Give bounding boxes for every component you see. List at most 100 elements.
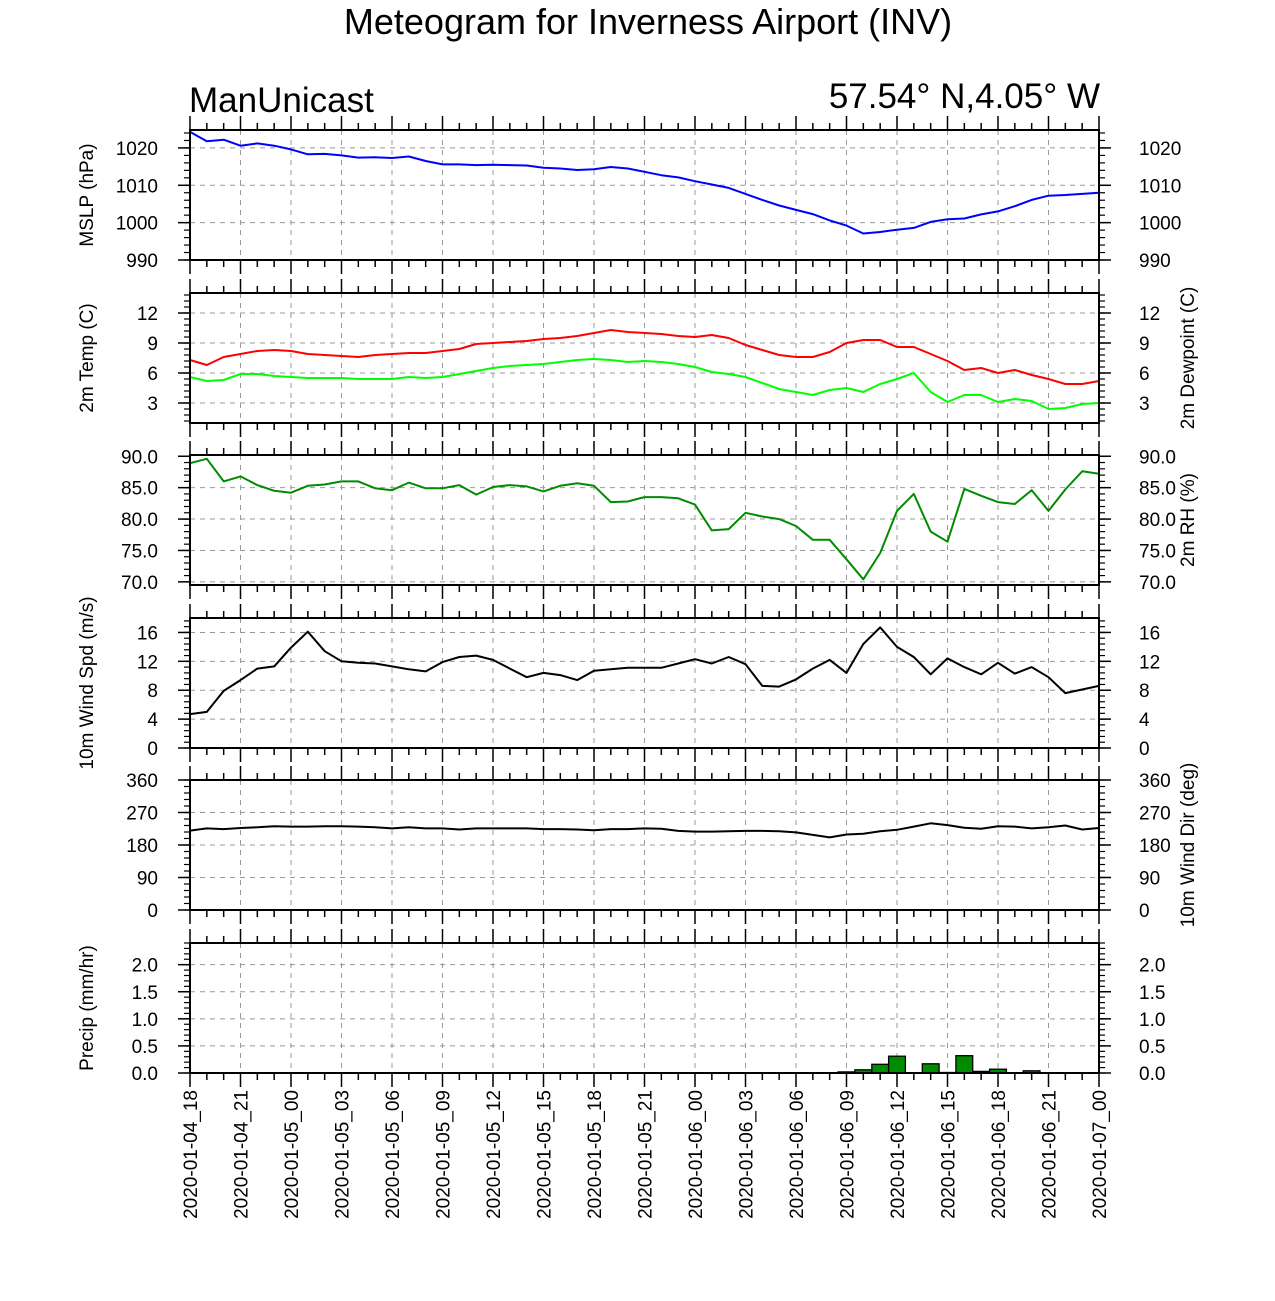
x-tick-label: 2020-01-06_00 [686, 1090, 707, 1219]
y-tick-label-left: 270 [126, 804, 158, 825]
panel-3-y-label-right: 2m RH (%) [1178, 473, 1199, 567]
time-axis-labels: 2020-01-04_18 2020-01-04_21 2020-01-05_00 2… [181, 1090, 1111, 1219]
panel-1: 990 990 1000 1000 1010 1010 1020 1020 MSLP (hPa) [77, 116, 1181, 274]
panel-2: 3 3 6 6 9 9 12 12 2m Temp (C) 2m Dewpoint (C) [77, 279, 1199, 437]
panel-6-y-label: Precip (mm/hr) [77, 945, 98, 1071]
x-tick-label: 2020-01-06_15 [939, 1090, 960, 1219]
y-tick-label-left: 1000 [116, 214, 158, 235]
y-tick-label-left: 16 [137, 623, 158, 644]
panel-5-x-ticks [189, 766, 1100, 924]
y-tick-label-left: 1020 [116, 139, 158, 160]
location-label: 57.54° N,4.05° W [829, 77, 1100, 116]
panel-2-series-1-line [189, 329, 1100, 385]
x-tick-label: 2020-01-05_18 [585, 1090, 606, 1219]
panel-2-y-label-right: 2m Dewpoint (C) [1178, 287, 1199, 430]
y-tick-label-left: 85.0 [121, 479, 158, 500]
x-tick-label: 2020-01-05_15 [535, 1090, 556, 1219]
y-tick-label-right: 270 [1139, 804, 1171, 825]
y-tick-label-right: 3 [1139, 394, 1150, 415]
x-tick-label: 2020-01-04_21 [232, 1090, 253, 1219]
panel-4-y-label: 10m Wind Spd (m/s) [77, 596, 98, 769]
y-tick-label-right: 12 [1139, 652, 1160, 673]
y-tick-label-left: 1.0 [132, 1010, 158, 1031]
y-tick-label-left: 70.0 [121, 573, 158, 594]
y-tick-label-left: 9 [147, 334, 158, 355]
panel-3-y-axis: 70.0 70.0 75.0 75.0 80.0 80.0 85.0 85.0 90.0 90.0 [121, 447, 1176, 594]
precip-bar [887, 1055, 907, 1074]
panel-1-y-axis: 990 990 1000 1000 1010 1010 1020 1020 [116, 132, 1181, 272]
y-tick-label-right: 0.0 [1139, 1064, 1165, 1085]
panel-2-grid [190, 293, 1099, 423]
panel-6-x-ticks [189, 929, 1100, 1087]
panel-3-series-1-line [189, 457, 1100, 581]
y-tick-label-right: 8 [1139, 681, 1150, 702]
panel-3-x-ticks [189, 441, 1100, 599]
panel-5-series-1-line [189, 822, 1100, 839]
y-tick-label-right: 0 [1139, 901, 1150, 922]
y-tick-label-left: 1.5 [132, 983, 158, 1004]
panel-4: 0 0 4 4 8 8 12 12 16 16 10m Wind Spd (m/s) [77, 596, 1160, 769]
panel-1-x-ticks [189, 116, 1100, 274]
precip-bar [921, 1063, 940, 1074]
y-tick-label-right: 90 [1139, 869, 1160, 890]
y-tick-label-left: 6 [147, 364, 158, 385]
x-tick-label: 2020-01-05_21 [636, 1090, 657, 1219]
x-tick-label: 2020-01-06_21 [1040, 1090, 1061, 1219]
x-tick-label: 2020-01-06_09 [838, 1090, 859, 1219]
y-tick-label-right: 12 [1139, 304, 1160, 325]
y-tick-label-left: 90 [137, 869, 158, 890]
y-tick-label-right: 70.0 [1139, 573, 1176, 594]
y-tick-label-right: 0 [1139, 739, 1150, 760]
y-tick-label-right: 75.0 [1139, 541, 1176, 562]
y-tick-label-right: 180 [1139, 836, 1171, 857]
chart-title: Meteogram for Inverness Airport (INV) [344, 1, 952, 42]
x-tick-label: 2020-01-05_03 [333, 1090, 354, 1219]
x-tick-label: 2020-01-06_12 [888, 1090, 909, 1219]
y-tick-label-left: 12 [137, 304, 158, 325]
x-tick-label: 2020-01-05_06 [383, 1090, 404, 1219]
precip-bar [955, 1055, 974, 1074]
x-tick-label: 2020-01-06_03 [737, 1090, 758, 1219]
x-tick-label: 2020-01-05_00 [282, 1090, 303, 1219]
panel-2-y-axis: 3 3 6 6 9 9 12 12 [137, 294, 1160, 422]
y-tick-label-left: 0 [147, 901, 158, 922]
y-tick-label-left: 4 [147, 710, 158, 731]
panel-3-grid [190, 455, 1099, 585]
y-tick-label-left: 90.0 [121, 447, 158, 468]
panel-1-y-label: MSLP (hPa) [77, 143, 98, 246]
y-tick-label-left: 8 [147, 681, 158, 702]
x-tick-label: 2020-01-04_18 [181, 1090, 202, 1219]
panel-4-series-1-line [189, 626, 1100, 716]
panel-5-y-axis: 0 0 90 90 180 180 270 270 360 360 [126, 771, 1170, 922]
y-tick-label-right: 1.0 [1139, 1010, 1165, 1031]
panel-5-grid [190, 780, 1099, 910]
y-tick-label-right: 85.0 [1139, 479, 1176, 500]
y-tick-label-left: 990 [126, 251, 158, 272]
y-tick-label-right: 80.0 [1139, 510, 1176, 531]
y-tick-label-right: 90.0 [1139, 447, 1176, 468]
y-tick-label-right: 4 [1139, 710, 1150, 731]
y-tick-label-right: 2.0 [1139, 956, 1165, 977]
y-tick-label-right: 16 [1139, 623, 1160, 644]
y-tick-label-left: 1010 [116, 176, 158, 197]
y-tick-label-right: 9 [1139, 334, 1150, 355]
y-tick-label-left: 75.0 [121, 541, 158, 562]
y-tick-label-right: 1020 [1139, 139, 1181, 160]
y-tick-label-right: 1000 [1139, 214, 1181, 235]
x-tick-label: 2020-01-06_06 [787, 1090, 808, 1219]
panel-1-grid [190, 130, 1099, 260]
y-tick-label-left: 3 [147, 394, 158, 415]
y-tick-label-left: 12 [137, 652, 158, 673]
panel-6-y-axis: 0.0 0.0 0.5 0.5 1.0 1.0 1.5 1.5 2.0 2.0 [132, 942, 1165, 1085]
precip-bar [871, 1063, 890, 1074]
x-tick-label: 2020-01-05_09 [434, 1090, 455, 1219]
y-tick-label-right: 1010 [1139, 176, 1181, 197]
y-tick-label-right: 0.5 [1139, 1037, 1165, 1058]
model-label: ManUnicast [189, 81, 374, 120]
x-tick-label: 2020-01-07_00 [1090, 1090, 1111, 1219]
y-tick-label-right: 360 [1139, 771, 1171, 792]
y-tick-label-left: 0.0 [132, 1064, 158, 1085]
panel-2-series-2-line [189, 358, 1100, 410]
